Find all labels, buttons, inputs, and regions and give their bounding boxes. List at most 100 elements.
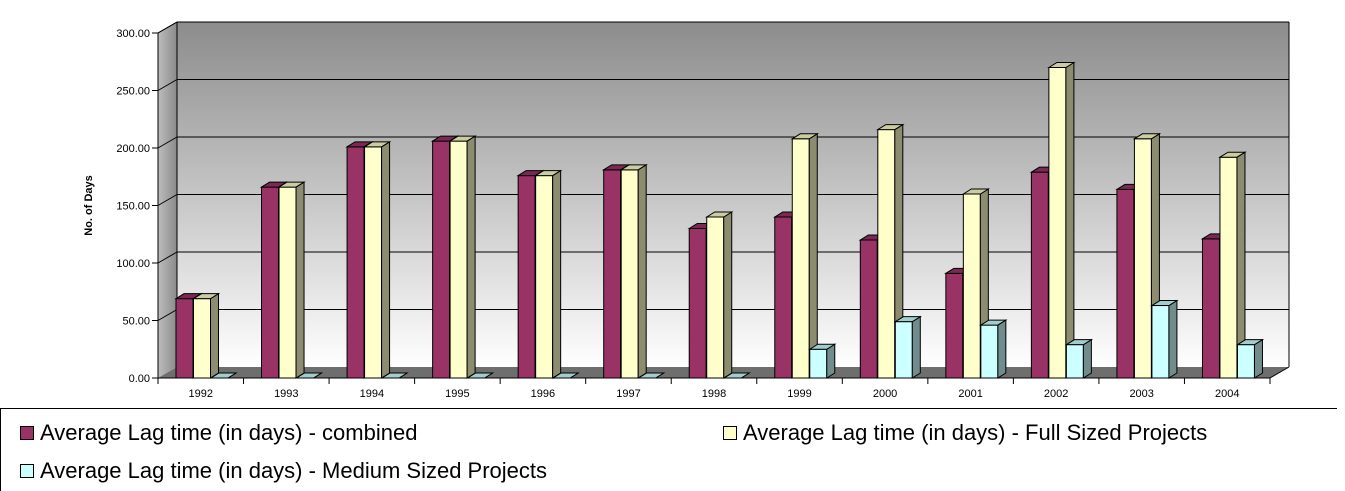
bar-full-1996-top — [533, 170, 563, 177]
y-tick-label: 50.00 — [122, 316, 150, 328]
bar-full-1994-top — [362, 141, 392, 148]
bar-full-2003-top — [1132, 133, 1162, 140]
legend-item-medium-sized: Average Lag time (in days) - Medium Size… — [20, 458, 547, 484]
legend-swatch-full-sized — [723, 426, 737, 440]
legend-label-combined: Average Lag time (in days) - combined — [40, 420, 418, 445]
bar-combined-2002-front — [1030, 171, 1049, 379]
x-tick-label: 1995 — [445, 388, 469, 400]
bar-full-1995-top — [448, 135, 477, 142]
gridline-side — [157, 309, 178, 321]
bar-combined-2000-front — [859, 239, 878, 379]
gridline-side — [157, 79, 178, 91]
bar-medium-2004-top — [1235, 339, 1265, 346]
gridline-side — [157, 251, 178, 264]
bar-medium-2004-front — [1236, 344, 1255, 379]
legend: Average Lag time (in days) - combined Av… — [0, 406, 1345, 491]
legend-swatch-combined — [20, 426, 34, 440]
bar-full-2002-side — [1065, 61, 1075, 379]
bar-medium-2003-top — [1150, 300, 1179, 307]
bar-combined-1992-front — [175, 298, 194, 379]
gridline-side — [157, 136, 178, 149]
bar-combined-1994-front — [346, 146, 365, 379]
bar-full-1993-side — [295, 181, 305, 379]
bar-full-2001-top — [961, 188, 991, 195]
bar-full-1997-front — [620, 169, 639, 379]
bar-combined-2001-front — [945, 272, 964, 379]
bar-combined-2003-front — [1116, 188, 1135, 379]
bar-medium-2000-top — [893, 316, 923, 323]
gridline-side — [157, 194, 178, 206]
y-axis-label: No. of Days — [83, 175, 95, 236]
bar-full-1994-side — [381, 140, 391, 379]
legend-swatch-medium-sized — [20, 464, 34, 478]
bar-full-1995-front — [449, 140, 468, 379]
x-tick-label: 1996 — [531, 388, 555, 400]
bar-full-2002-top — [1047, 62, 1076, 68]
floor-right-edge — [1269, 366, 1290, 379]
bar-full-1997-top — [619, 164, 648, 171]
bar-full-2002-front — [1048, 67, 1067, 379]
bar-medium-1999-front — [809, 348, 828, 379]
bar-combined-1997-front — [603, 169, 622, 379]
y-tick-label: 300.00 — [116, 28, 150, 40]
bar-full-2004-front — [1219, 156, 1238, 379]
bar-medium-2001-side — [997, 319, 1007, 379]
x-tick-label: 1993 — [274, 388, 298, 400]
x-tick-label: 2001 — [958, 388, 982, 400]
y-tick-label: 200.00 — [116, 143, 150, 155]
side-wall-top-edge — [157, 21, 178, 34]
legend-top-border — [0, 408, 1337, 409]
bar-medium-2003-side — [1168, 299, 1178, 379]
legend-item-full-sized: Average Lag time (in days) - Full Sized … — [723, 420, 1207, 446]
bar-full-1999-side — [808, 132, 818, 379]
bar-combined-1993-front — [261, 186, 280, 379]
y-tick-label: 100.00 — [116, 258, 150, 270]
bar-full-1996-side — [552, 169, 562, 379]
bar-medium-2002-side — [1082, 338, 1092, 379]
bar-full-1993-front — [278, 186, 297, 379]
bar-chart: 0.00 50.00 100.00 150.00 200.00 250.00 300.00 1… — [83, 21, 1290, 400]
bar-full-1998-front — [706, 216, 725, 379]
bar-medium-2002-front — [1065, 344, 1084, 379]
bar-medium-2003-front — [1151, 305, 1170, 379]
bar-medium-2000-front — [894, 321, 913, 379]
bar-medium-1999-top — [808, 343, 837, 350]
bar-full-2001-front — [962, 193, 981, 379]
bar-medium-2000-side — [911, 315, 921, 379]
bar-combined-1999-front — [774, 216, 793, 379]
bar-full-1998-top — [704, 211, 734, 218]
bar-full-2004-top — [1218, 151, 1247, 158]
bar-full-2000-top — [876, 124, 905, 131]
bar-full-1999-front — [791, 138, 810, 379]
legend-label-medium-sized: Average Lag time (in days) - Medium Size… — [40, 458, 548, 483]
bar-combined-1996-front — [517, 175, 536, 379]
bar-medium-2001-top — [979, 319, 1008, 326]
bar-full-2003-front — [1133, 138, 1152, 379]
x-tick-label: 2000 — [873, 388, 897, 400]
bar-full-1997-side — [637, 163, 647, 379]
legend-left-border — [0, 408, 1, 491]
bar-full-2000-front — [877, 129, 896, 379]
x-tick-label: 2003 — [1129, 388, 1153, 400]
bar-combined-2004-front — [1201, 238, 1220, 379]
bar-full-1992-front — [193, 298, 211, 379]
bar-full-1998-side — [723, 211, 733, 379]
bar-medium-2001-front — [980, 324, 999, 379]
x-tick-label: 1994 — [360, 388, 384, 400]
x-tick-label: 2002 — [1044, 388, 1068, 400]
y-tick-label: 150.00 — [116, 201, 150, 213]
bar-full-1992-side — [210, 292, 219, 379]
bar-medium-2002-top — [1064, 339, 1094, 346]
bar-combined-1995-front — [432, 140, 451, 379]
x-tick-label: 1999 — [787, 388, 811, 400]
legend-item-combined: Average Lag time (in days) - combined — [20, 420, 417, 446]
bar-full-1999-top — [790, 133, 820, 140]
y-tick-label: 0.00 — [129, 373, 150, 385]
x-tick-label: 1992 — [189, 388, 213, 400]
x-tick-label: 2004 — [1215, 388, 1239, 400]
y-tick-label: 250.00 — [116, 86, 150, 98]
bar-full-1995-side — [466, 135, 476, 379]
bar-full-1996-front — [535, 175, 554, 379]
x-tick-label: 1997 — [616, 388, 640, 400]
bar-full-1992-top — [191, 293, 221, 300]
